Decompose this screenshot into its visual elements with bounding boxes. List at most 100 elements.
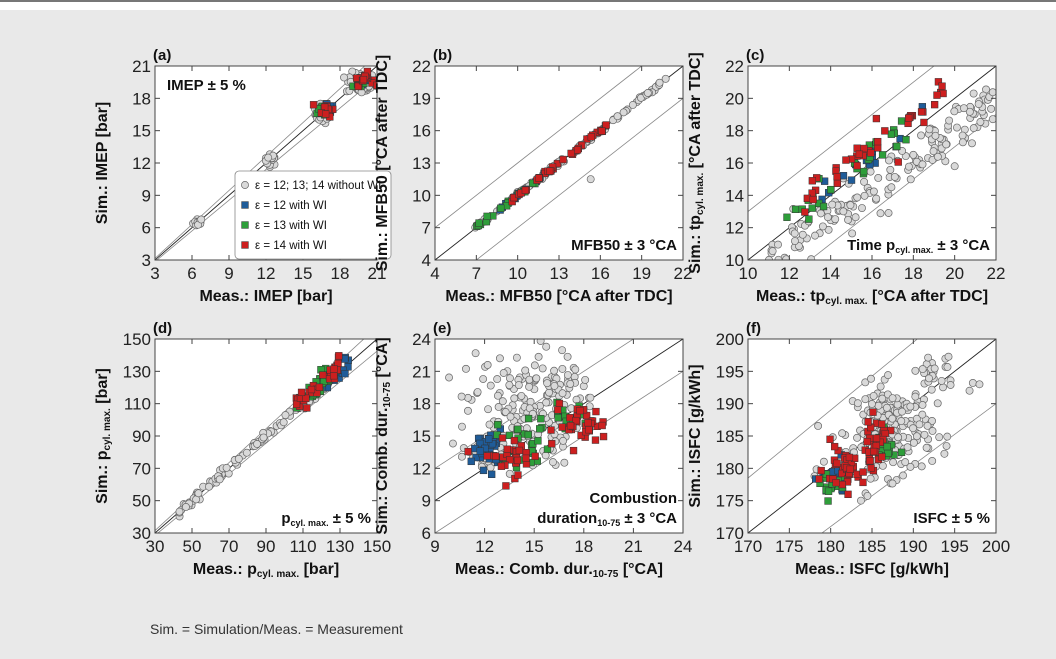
data-point — [937, 376, 946, 385]
x-tick-label: 175 — [775, 537, 803, 556]
x-tick-label: 18 — [904, 264, 923, 283]
y-axis-label: Sim.: MFB50 [°CA after TDC] — [374, 55, 391, 271]
data-point — [848, 229, 857, 238]
data-point — [853, 162, 861, 170]
y-tick-label: 18 — [412, 395, 431, 414]
data-point — [619, 108, 628, 117]
y-tick-label: 19 — [412, 89, 431, 108]
data-point — [906, 462, 915, 471]
data-point — [493, 391, 502, 400]
data-point — [550, 366, 559, 375]
data-point — [922, 443, 931, 452]
data-point — [968, 379, 977, 387]
lower-tolerance-line — [435, 370, 683, 533]
x-tick-label: 21 — [624, 537, 643, 556]
data-point — [866, 167, 875, 176]
data-point — [445, 373, 453, 382]
series-3 — [464, 399, 608, 490]
x-tick-label: 180 — [816, 537, 844, 556]
data-point — [866, 457, 874, 465]
data-point — [817, 466, 825, 475]
series-3 — [801, 78, 947, 216]
data-point — [546, 167, 554, 175]
y-tick-label: 3 — [142, 251, 151, 270]
data-point — [769, 261, 776, 268]
data-point — [824, 225, 833, 234]
y-tick-label: 10 — [412, 186, 431, 205]
data-point — [457, 392, 466, 401]
data-point — [918, 401, 927, 409]
data-point — [838, 469, 846, 478]
data-point — [869, 447, 878, 456]
data-point — [476, 439, 484, 448]
data-point — [988, 88, 996, 97]
y-tick-label: 24 — [412, 330, 431, 349]
data-point — [824, 487, 833, 495]
tolerance-annotation: MFB50 ± 3 °CA — [571, 237, 677, 254]
y-tick-label: 90 — [132, 427, 151, 446]
legend-label: ε = 14 with WI — [255, 240, 327, 252]
data-point — [774, 240, 782, 249]
y-tick-label: 10 — [725, 251, 744, 270]
data-point — [861, 395, 870, 404]
data-point — [897, 117, 906, 125]
data-point — [572, 416, 580, 425]
data-point — [530, 361, 539, 370]
x-tick-label: 90 — [257, 537, 276, 556]
data-point — [471, 349, 480, 358]
data-point — [965, 386, 974, 395]
data-point — [888, 479, 897, 488]
y-axis-label: Sim.: tpcyl. max. [°CA after TDC] — [687, 52, 706, 273]
data-point — [959, 104, 968, 113]
data-point — [845, 453, 854, 462]
data-point — [883, 442, 891, 451]
data-point — [566, 379, 575, 388]
data-point — [798, 230, 807, 239]
x-tick-label: 14 — [821, 264, 840, 283]
data-point — [566, 414, 574, 422]
data-point — [501, 408, 510, 416]
data-point — [824, 497, 832, 505]
x-tick-label: 110 — [289, 537, 316, 556]
data-point — [464, 447, 472, 456]
y-tick-label: 4 — [422, 251, 431, 270]
y-axis-label: Sim.: ISFC [g/kWh] — [687, 364, 704, 507]
data-point — [259, 433, 268, 442]
lower-tolerance-line — [475, 98, 683, 260]
data-point — [831, 215, 840, 224]
data-point — [894, 158, 902, 166]
data-point — [853, 193, 862, 202]
data-point — [823, 213, 832, 222]
x-tick-label: 9 — [224, 264, 233, 283]
data-point — [929, 147, 938, 156]
data-point — [567, 149, 575, 158]
x-tick-label: 15 — [525, 537, 544, 556]
data-point — [548, 440, 556, 448]
y-tick-label: 15 — [132, 122, 151, 141]
x-tick-label: 7 — [472, 264, 481, 283]
data-point — [197, 215, 206, 224]
data-point — [814, 422, 823, 430]
data-point — [498, 434, 507, 442]
data-point — [558, 423, 566, 431]
data-point — [512, 353, 521, 362]
data-point — [495, 354, 504, 363]
y-tick-label: 15 — [412, 427, 431, 446]
scatter-points — [471, 74, 670, 232]
data-point — [950, 162, 959, 171]
data-point — [869, 391, 878, 400]
x-tick-label: 18 — [331, 264, 350, 283]
data-point — [855, 150, 863, 158]
data-point — [975, 380, 984, 389]
data-point — [958, 131, 967, 140]
data-point — [869, 187, 878, 196]
y-tick-label: 18 — [132, 89, 151, 108]
x-tick-label: 16 — [863, 264, 882, 283]
legend-marker — [241, 221, 249, 229]
data-point — [205, 482, 213, 491]
data-point — [876, 382, 885, 391]
data-point — [545, 388, 554, 397]
data-point — [867, 374, 875, 383]
data-point — [479, 375, 488, 383]
